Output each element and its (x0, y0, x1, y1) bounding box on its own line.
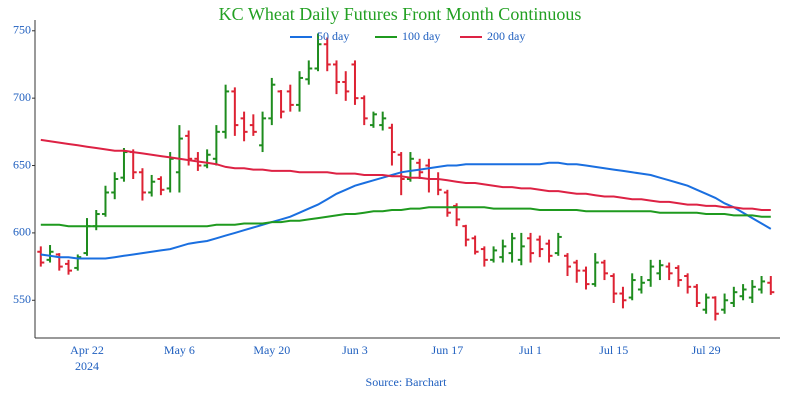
source-note: Source: Barchart (366, 375, 448, 389)
legend-label: 200 day (487, 29, 525, 43)
x-tick-label: Jun 17 (432, 343, 464, 357)
x-tick-label: May 20 (253, 343, 290, 357)
y-tick-label: 750 (13, 23, 31, 37)
legend-label: 100 day (402, 29, 440, 43)
y-tick-label: 700 (13, 90, 31, 104)
x-tick-label: Jul 15 (599, 343, 628, 357)
y-tick-label: 550 (13, 292, 31, 306)
moving-average-line (40, 161, 772, 260)
x-tick-label: May 6 (164, 343, 195, 357)
x-year-label: 2024 (75, 359, 99, 373)
x-tick-label: Jul 29 (692, 343, 721, 357)
x-tick-label: Jul 1 (519, 343, 542, 357)
y-tick-label: 600 (13, 225, 31, 239)
moving-average-line (40, 138, 771, 211)
moving-average-line (40, 206, 771, 228)
x-tick-label: Apr 22 (70, 343, 104, 357)
chart-title: KC Wheat Daily Futures Front Month Conti… (219, 4, 582, 24)
y-tick-label: 650 (13, 157, 31, 171)
x-tick-label: Jun 3 (342, 343, 368, 357)
legend-label: 50 day (317, 29, 349, 43)
